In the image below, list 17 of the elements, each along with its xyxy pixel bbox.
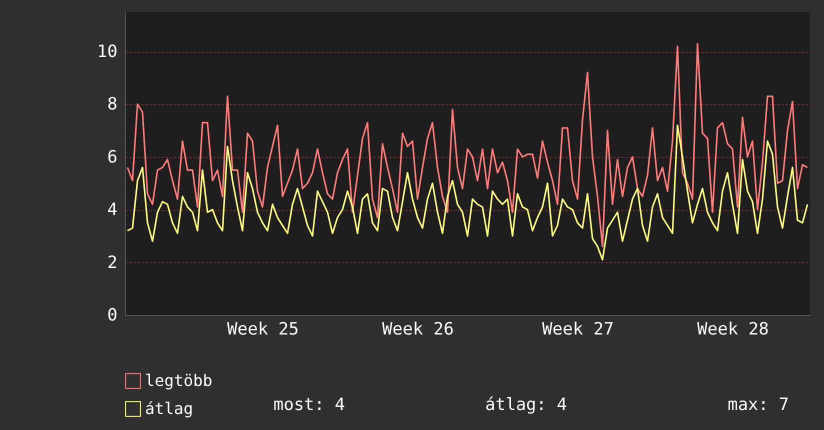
text: max: 7 [728,395,789,415]
legend-label: legtöbb [145,371,212,390]
y-tick-label: 2 [107,252,118,273]
line-series [126,42,808,248]
y-tick-label: 8 [107,94,118,115]
text: átlag: 4 [485,395,567,415]
x-tick-label: Week 27 [542,320,614,340]
text: most: 4 [273,395,345,415]
legend-label: átlag [145,399,194,418]
y-tick-label: 4 [107,200,118,220]
y-tick-label: 0 [107,306,118,326]
y-tick-label: 6 [107,147,118,168]
x-tick-label: Week 28 [697,320,769,340]
line-series [126,124,808,260]
x-tick-label: Week 26 [382,320,454,340]
x-tick-label: Week 25 [227,320,299,340]
y-tick-label: 10 [97,42,118,62]
